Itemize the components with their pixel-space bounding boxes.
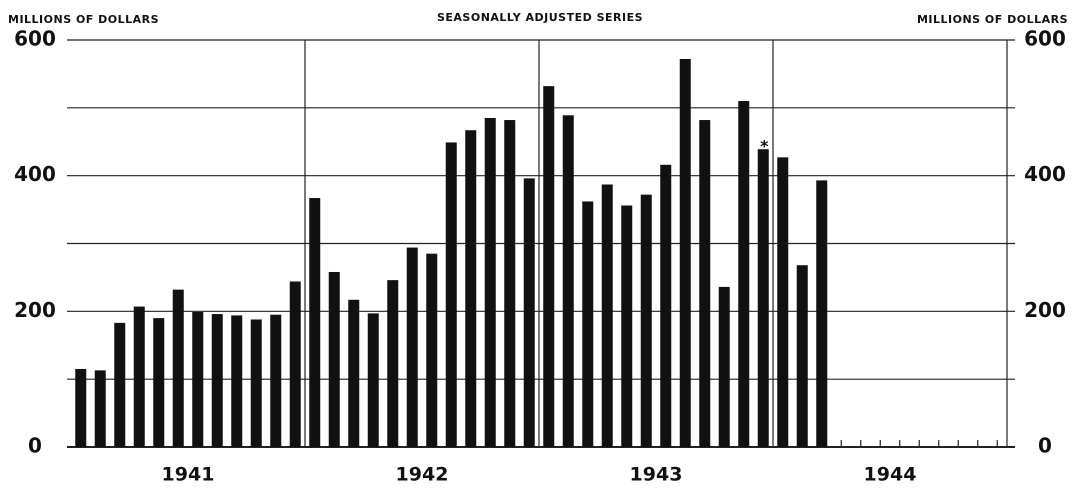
bar [348, 299, 360, 447]
bar [679, 58, 691, 447]
bar [504, 120, 516, 447]
bar [484, 118, 496, 447]
y-tick-label-right: 600 [1024, 27, 1066, 51]
bar [250, 319, 262, 447]
bar [387, 280, 399, 447]
bar [406, 247, 418, 447]
bar [153, 318, 165, 447]
bar [192, 312, 204, 447]
bar [133, 306, 145, 447]
bar [114, 322, 126, 447]
bar [640, 194, 652, 447]
bar [94, 370, 106, 447]
chart-title: SEASONALLY ADJUSTED SERIES [437, 11, 643, 24]
bar [738, 101, 750, 448]
bar [816, 180, 828, 448]
x-group-label: 1943 [630, 464, 683, 486]
bar [289, 281, 301, 447]
y-axis-label-left: MILLIONS OF DOLLARS [8, 13, 159, 26]
bar [660, 164, 672, 447]
y-tick-label: 200 [14, 298, 56, 322]
bar [75, 368, 87, 447]
bar [426, 253, 438, 447]
bar [328, 271, 340, 447]
x-group-label: 1941 [162, 464, 215, 486]
bar [445, 142, 457, 447]
y-tick-label: 600 [14, 27, 56, 51]
y-tick-label: 400 [14, 162, 56, 186]
bar [172, 289, 184, 447]
bar [465, 130, 477, 448]
annotation: * [760, 137, 769, 156]
bar [796, 265, 808, 447]
bar [523, 178, 535, 447]
y-tick-label-right: 200 [1024, 298, 1066, 322]
x-group-label: 1942 [396, 464, 449, 486]
x-group-label: 1944 [864, 464, 917, 486]
bar [562, 115, 574, 448]
bar [777, 157, 789, 447]
bar [757, 149, 769, 447]
y-axis-label-right: MILLIONS OF DOLLARS [917, 13, 1068, 26]
bar [211, 314, 223, 447]
bar [699, 120, 711, 447]
bar [231, 315, 243, 447]
bar [718, 286, 730, 447]
bar [543, 86, 555, 448]
bar [621, 205, 633, 447]
bar [367, 313, 379, 447]
bar [582, 201, 594, 447]
y-tick-label-right: 400 [1024, 162, 1066, 186]
bar [601, 184, 613, 448]
y-tick-label-right: 0 [1038, 434, 1052, 458]
bar [309, 198, 321, 447]
bar [270, 314, 282, 447]
y-tick-label: 0 [28, 434, 42, 458]
